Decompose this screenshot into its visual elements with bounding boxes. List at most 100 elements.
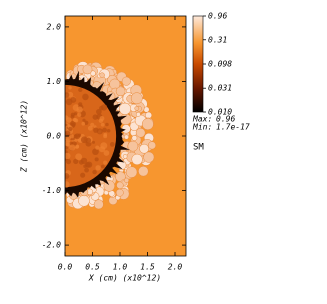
plume-blob <box>121 76 131 86</box>
plume-blob <box>147 141 156 150</box>
core-texture <box>65 152 71 160</box>
core-texture <box>68 86 72 90</box>
x-tick-label: 1.5 <box>140 263 155 272</box>
plume-blob <box>78 195 90 207</box>
core-texture <box>95 165 101 171</box>
core-texture <box>68 126 73 132</box>
core-texture <box>67 135 71 140</box>
y-axis-label: Z (cm) (x10^12) <box>20 100 29 173</box>
core-texture <box>92 148 99 156</box>
core-texture <box>80 136 88 144</box>
core-texture <box>78 160 84 165</box>
core-texture <box>65 145 68 150</box>
plume-blob <box>115 188 124 197</box>
plume-blob <box>123 177 130 183</box>
core-texture <box>96 128 103 135</box>
core-texture <box>103 150 110 156</box>
y-tick-label: 1.0 <box>47 77 62 86</box>
core-texture <box>69 134 74 139</box>
core-texture <box>85 161 93 168</box>
core-texture <box>70 112 75 117</box>
plume-blob <box>123 134 129 140</box>
x-tick-label: 0.0 <box>58 263 73 272</box>
core-texture <box>65 130 71 136</box>
core-texture <box>77 112 82 117</box>
colorbar-tick-label: 0.31 <box>208 35 227 44</box>
core-texture <box>84 120 89 125</box>
annotation-label: Max: <box>192 115 212 124</box>
core-texture <box>75 153 83 161</box>
x-tick-label: 2.0 <box>168 263 183 272</box>
core-texture <box>102 127 107 133</box>
colorbar-tick-label: 0.031 <box>208 84 232 93</box>
core-texture <box>70 120 76 127</box>
core-texture <box>96 108 102 115</box>
core-texture <box>82 93 89 101</box>
core-texture <box>72 117 77 122</box>
plume-blob <box>141 118 154 131</box>
plume-blob <box>139 143 149 154</box>
y-tick-label: -2.0 <box>42 241 61 250</box>
annotation-label: Min: <box>192 123 212 132</box>
core-texture <box>80 172 86 178</box>
colorbar-tick-label: 0.098 <box>208 59 232 68</box>
core-texture <box>95 145 100 150</box>
core-texture <box>65 115 69 120</box>
core-texture <box>76 106 83 113</box>
y-tick-label: 0.0 <box>47 132 62 141</box>
core-texture <box>100 122 105 127</box>
colorbar-tick-label: 0.96 <box>208 12 227 21</box>
core-texture <box>100 164 105 169</box>
core-texture <box>69 144 76 151</box>
plume-blob <box>115 86 126 97</box>
annotation-value: 1.7e-17 <box>216 123 250 132</box>
core-texture <box>100 104 108 111</box>
core-texture <box>65 123 68 127</box>
plume-blob <box>143 151 155 163</box>
colorbar-tick-label: 0.010 <box>208 108 232 117</box>
core-texture <box>65 181 70 188</box>
core-texture <box>75 144 80 149</box>
core-texture <box>90 122 95 127</box>
core-texture <box>65 159 72 165</box>
plume-blob <box>135 127 146 138</box>
core-texture <box>65 92 70 98</box>
plume-blob <box>131 135 138 141</box>
core-texture <box>65 173 70 179</box>
plume-blob <box>82 64 93 75</box>
plume-blob <box>131 153 143 166</box>
core-texture <box>99 146 106 153</box>
core-texture <box>92 140 96 144</box>
annotation-value: 0.96 <box>216 115 235 124</box>
core-texture <box>65 98 73 106</box>
core-texture <box>106 129 111 133</box>
core-texture <box>98 118 104 123</box>
plume-blob <box>93 199 104 210</box>
core-texture <box>87 125 93 131</box>
plume-blob <box>135 112 141 117</box>
core-texture <box>92 169 97 175</box>
plume-blob <box>116 181 124 189</box>
plume-blob <box>138 165 149 177</box>
plume-blob <box>122 154 128 159</box>
core-texture <box>103 160 108 165</box>
core-texture <box>105 122 109 127</box>
y-tick-label: 2.0 <box>47 22 62 31</box>
plume-blob <box>118 102 132 115</box>
core-texture <box>81 121 86 126</box>
core-texture <box>78 102 83 107</box>
core-texture <box>84 167 89 173</box>
plume-blob <box>130 92 143 105</box>
core-texture <box>78 87 83 93</box>
core-texture <box>109 142 115 147</box>
plume-blob <box>134 106 140 111</box>
x-axis-label: X (cm) (x10^12) <box>88 274 161 283</box>
core-texture <box>103 134 108 139</box>
plume-blob <box>145 111 153 119</box>
core-texture <box>94 157 99 162</box>
core-texture <box>83 164 87 168</box>
core-texture <box>66 142 71 147</box>
colorbar <box>192 15 204 113</box>
core-texture <box>82 118 86 122</box>
core-texture <box>74 133 81 140</box>
